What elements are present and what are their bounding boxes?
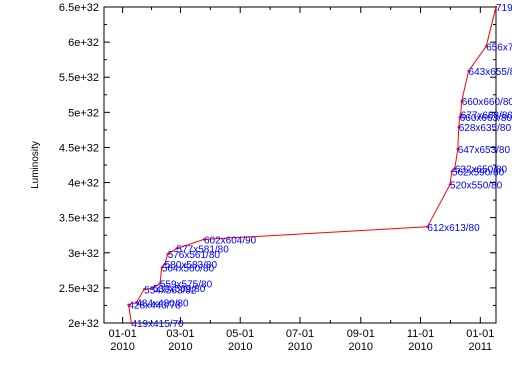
data-point-label: 564x560/80 bbox=[162, 264, 215, 275]
data-point-label: 660x663/80 bbox=[460, 113, 512, 124]
data-point bbox=[160, 266, 164, 269]
x-tick-label-year: 2010 bbox=[349, 341, 373, 353]
data-point bbox=[494, 5, 498, 9]
y-axis-ticks: 2e+32 2.5e+32 3e+32 3.5e+32 4e+32 4.5e+32 5e+3… bbox=[59, 2, 496, 330]
data-point bbox=[453, 167, 457, 170]
y-tick-label: 3.5e+32 bbox=[59, 213, 99, 225]
y-tick-label: 2.5e+32 bbox=[59, 283, 99, 295]
data-point-label: 647x653/80 bbox=[458, 145, 511, 156]
data-point bbox=[142, 288, 146, 291]
y-tick-label: 5.5e+32 bbox=[59, 72, 99, 84]
data-point bbox=[130, 321, 133, 325]
data-point-label: 580x583/80 bbox=[165, 260, 218, 271]
data-point bbox=[426, 225, 429, 228]
data-point-label: 656x700/80 bbox=[486, 42, 512, 53]
data-point-label: 562x590/80 bbox=[452, 167, 505, 178]
data-point-label: 660x660/80 bbox=[462, 97, 512, 108]
x-tick-label: 03-01 bbox=[166, 328, 194, 340]
y-tick-label: 5e+32 bbox=[68, 107, 99, 119]
x-tick-label: 01-01 bbox=[466, 328, 494, 340]
x-axis-ticks: 01-01201003-01201005-01201007-01201009-0… bbox=[109, 7, 494, 353]
data-point-label: 428x440/78 bbox=[129, 301, 182, 312]
data-point bbox=[467, 69, 470, 73]
y-axis-title: Luminosity bbox=[30, 141, 41, 189]
data-point-label: 632x650/80 bbox=[455, 165, 508, 176]
data-point bbox=[202, 238, 206, 241]
data-point-label: 612x613/80 bbox=[427, 223, 480, 234]
plot-frame bbox=[103, 6, 497, 324]
y-tick-label: 4e+32 bbox=[68, 178, 99, 190]
data-point bbox=[135, 301, 138, 304]
x-tick-label: 01-01 bbox=[109, 328, 137, 340]
x-tick-label: 07-01 bbox=[286, 328, 314, 340]
data-point bbox=[448, 183, 452, 186]
data-point bbox=[456, 147, 459, 151]
data-point bbox=[151, 286, 155, 290]
data-point bbox=[166, 252, 169, 256]
data-point-label: 559x575/80 bbox=[160, 280, 213, 291]
data-point bbox=[459, 113, 462, 116]
data-point-label: 577x581/80 bbox=[177, 245, 230, 256]
data-point bbox=[175, 247, 178, 250]
data-point-label: 520x550/80 bbox=[450, 181, 503, 192]
data-point bbox=[127, 303, 130, 306]
data-point-label: 677x688/80 bbox=[461, 110, 512, 121]
y-tick-label: 6.5e+32 bbox=[59, 2, 99, 14]
x-tick-label: 09-01 bbox=[347, 328, 375, 340]
y-tick-label: 3e+32 bbox=[68, 248, 99, 260]
data-point bbox=[458, 116, 461, 119]
x-tick-label-year: 2010 bbox=[408, 341, 432, 353]
data-point bbox=[485, 45, 488, 48]
data-point-label: 719x732/88 bbox=[496, 3, 512, 14]
series-layer bbox=[127, 5, 498, 325]
data-point bbox=[457, 125, 460, 129]
data-point-label: 576x561/80 bbox=[168, 250, 221, 261]
data-point-label: 530x569/80 bbox=[153, 284, 206, 295]
data-point-label: 419x415/70 bbox=[131, 319, 184, 330]
data-point-label: 643x655/80 bbox=[469, 67, 512, 78]
x-tick-label: 11-01 bbox=[407, 328, 434, 340]
x-tick-label-year: 2010 bbox=[228, 341, 252, 353]
x-tick-label-year: 2010 bbox=[288, 341, 312, 353]
data-point bbox=[450, 170, 454, 173]
data-point-label: 484x480/80 bbox=[136, 299, 189, 310]
x-tick-label-year: 2010 bbox=[110, 341, 134, 353]
data-point-label: 628x635/80 bbox=[459, 123, 512, 134]
x-tick-label-year: 2011 bbox=[468, 341, 492, 353]
x-tick-label-year: 2010 bbox=[168, 341, 192, 353]
y-tick-label: 2e+32 bbox=[68, 318, 99, 330]
data-point bbox=[163, 262, 166, 266]
data-point-label: 602x604/90 bbox=[204, 235, 257, 246]
data-point-label: 554x563/82 bbox=[144, 285, 197, 296]
y-tick-label: 4.5e+32 bbox=[59, 142, 99, 154]
x-tick-label: 05-01 bbox=[226, 328, 254, 340]
data-point bbox=[158, 282, 162, 285]
data-point bbox=[460, 99, 463, 103]
y-tick-label: 6e+32 bbox=[68, 37, 99, 49]
luminosity-series-line bbox=[127, 6, 497, 324]
